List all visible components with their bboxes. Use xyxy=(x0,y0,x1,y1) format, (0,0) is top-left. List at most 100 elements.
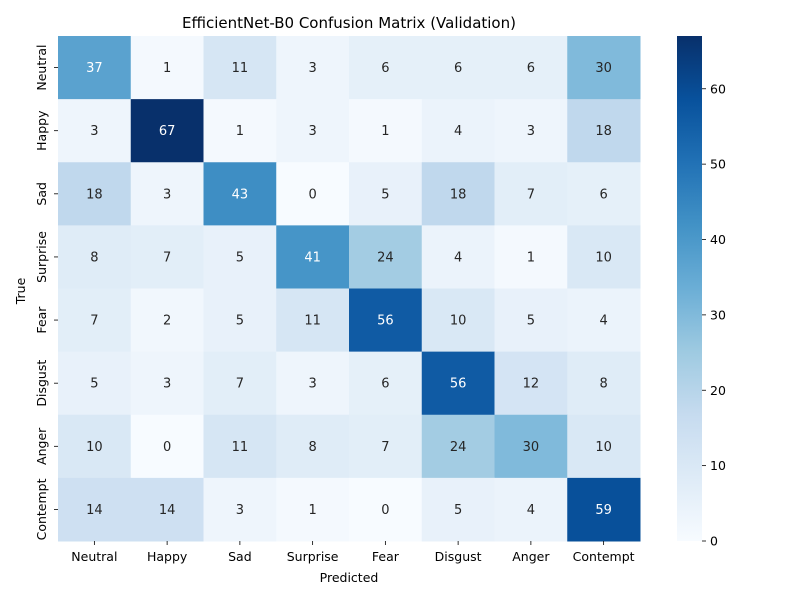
heatmap-cell xyxy=(58,99,132,163)
cell-value-label: 5 xyxy=(454,503,462,518)
x-tick-label: Sad xyxy=(228,549,252,564)
heatmap-cell xyxy=(421,36,495,100)
heatmap-cell xyxy=(276,162,350,226)
heatmap-cell xyxy=(276,414,350,479)
cell-value-label: 1 xyxy=(163,61,171,76)
y-tick-label: Neutral xyxy=(34,44,49,90)
cell-value-label: 6 xyxy=(381,61,389,76)
heatmap-cell xyxy=(421,99,495,163)
x-tick-label: Disgust xyxy=(435,549,482,564)
x-axis-label: Predicted xyxy=(320,570,379,585)
cell-value-label: 3 xyxy=(90,124,98,139)
cell-value-label: 24 xyxy=(377,250,394,265)
colorbar-tick-label: 60 xyxy=(710,81,726,96)
x-tick-label: Contempt xyxy=(573,549,635,564)
cell-value-label: 11 xyxy=(232,61,249,76)
x-tick-label: Anger xyxy=(512,549,550,564)
heatmap-cell xyxy=(421,162,495,226)
heatmap-cell xyxy=(567,477,641,542)
cell-value-label: 3 xyxy=(236,503,244,518)
y-tick-label: Anger xyxy=(34,427,49,465)
heatmap-cell xyxy=(494,99,568,163)
heatmap-cell xyxy=(276,477,350,542)
cell-value-label: 18 xyxy=(86,187,103,202)
heatmap-cell xyxy=(349,99,423,163)
y-tick-label: Contempt xyxy=(34,478,49,540)
heatmap-cell xyxy=(203,225,277,289)
y-tick-label: Surprise xyxy=(34,231,49,283)
x-tick-label: Neutral xyxy=(71,549,117,564)
cell-value-label: 0 xyxy=(163,440,171,455)
heatmap-cell xyxy=(58,477,132,542)
cell-value-label: 37 xyxy=(86,61,103,76)
heatmap-cell xyxy=(349,36,423,100)
cell-value-label: 11 xyxy=(304,314,321,329)
cell-value-label: 3 xyxy=(527,124,535,139)
colorbar-gradient xyxy=(677,36,702,541)
y-tick-label: Happy xyxy=(34,110,49,151)
cell-value-label: 6 xyxy=(381,377,389,392)
heatmap-cell xyxy=(421,351,495,416)
heatmap-cell xyxy=(130,477,204,542)
heatmap-cell xyxy=(203,288,277,353)
colorbar-tick-label: 30 xyxy=(710,307,726,322)
y-axis-ticks: Neutral Happy Sad Surprise Fear Disgust Anger C… xyxy=(34,44,58,540)
cell-value-label: 5 xyxy=(381,187,389,202)
heatmap-cell xyxy=(421,225,495,289)
cell-value-label: 8 xyxy=(308,440,316,455)
heatmap-cell xyxy=(203,351,277,416)
heatmap-cell xyxy=(130,162,204,226)
cell-value-label: 7 xyxy=(381,440,389,455)
cell-value-label: 12 xyxy=(523,377,540,392)
heatmap-cell xyxy=(276,225,350,289)
chart-title: EfficientNet-B0 Confusion Matrix (Valida… xyxy=(182,14,516,32)
heatmap-cell xyxy=(567,414,641,479)
heatmap-cell xyxy=(130,288,204,353)
cell-value-label: 2 xyxy=(163,314,171,329)
heatmap-cell xyxy=(58,414,132,479)
heatmap-cell xyxy=(203,36,277,100)
heatmap-cell xyxy=(567,351,641,416)
cell-value-label: 5 xyxy=(527,314,535,329)
colorbar-tick-label: 0 xyxy=(710,534,718,549)
heatmap-cell xyxy=(349,225,423,289)
cell-value-label: 3 xyxy=(308,61,316,76)
heatmap-cell xyxy=(567,162,641,226)
cell-value-label: 10 xyxy=(86,440,103,455)
cell-value-label: 11 xyxy=(232,440,249,455)
cell-value-label: 41 xyxy=(304,250,321,265)
heatmap-cell xyxy=(494,351,568,416)
heatmap-cell xyxy=(276,351,350,416)
cell-value-label: 10 xyxy=(595,250,612,265)
heatmap-cell xyxy=(494,36,568,100)
colorbar-tick-label: 20 xyxy=(710,383,726,398)
cell-value-label: 0 xyxy=(381,503,389,518)
heatmap-cell xyxy=(349,477,423,542)
cell-value-label: 4 xyxy=(527,503,535,518)
cell-value-label: 30 xyxy=(523,440,540,455)
heatmap-cell xyxy=(567,288,641,353)
heatmap-cell xyxy=(130,99,204,163)
heatmap-cell xyxy=(58,36,132,100)
cell-value-label: 10 xyxy=(450,314,467,329)
heatmap-cell xyxy=(494,225,568,289)
cell-value-label: 6 xyxy=(454,61,462,76)
heatmap-cell xyxy=(349,288,423,353)
heatmap-cell xyxy=(130,414,204,479)
heatmap-cell xyxy=(203,162,277,226)
cell-value-label: 5 xyxy=(90,377,98,392)
cell-value-label: 4 xyxy=(454,250,462,265)
cell-value-label: 43 xyxy=(232,187,249,202)
heatmap-cell xyxy=(58,288,132,353)
cell-value-label: 0 xyxy=(308,187,316,202)
cell-value-label: 7 xyxy=(527,187,535,202)
y-tick-label: Sad xyxy=(34,182,49,206)
cell-value-label: 4 xyxy=(599,314,607,329)
cell-value-label: 7 xyxy=(163,250,171,265)
cell-value-label: 6 xyxy=(599,187,607,202)
cell-value-label: 18 xyxy=(450,187,467,202)
cell-value-label: 3 xyxy=(308,377,316,392)
colorbar-tick-label: 40 xyxy=(710,232,726,247)
